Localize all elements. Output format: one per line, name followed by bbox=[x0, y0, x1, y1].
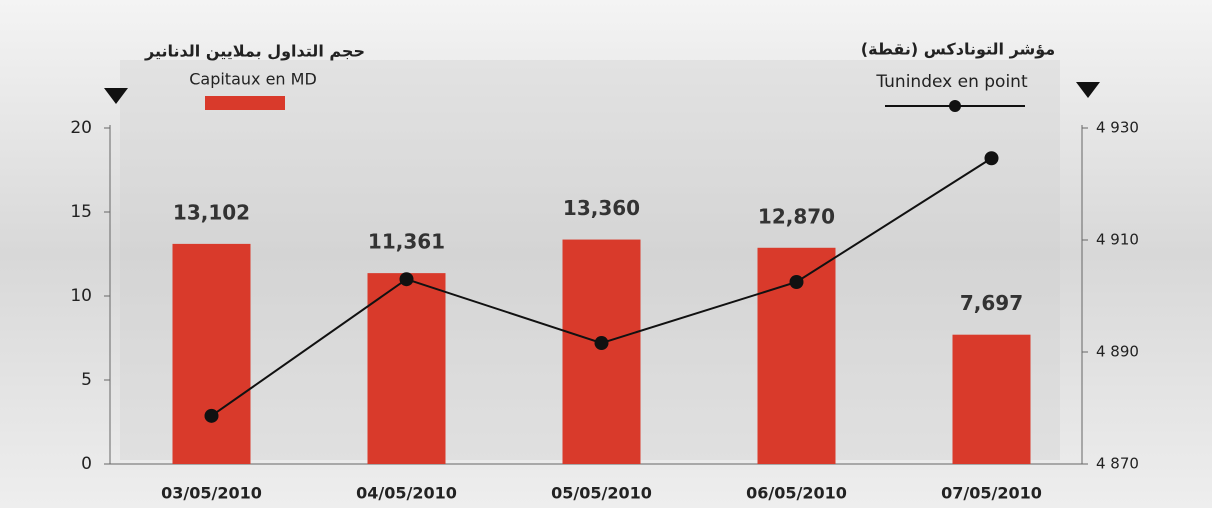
legend-bar-label: Capitaux en MD bbox=[189, 70, 317, 89]
y2-tick-label: 4 910 bbox=[1096, 231, 1139, 249]
line-marker bbox=[400, 272, 414, 286]
line-label-ar: مؤشر التونادكس (نقطة) bbox=[861, 40, 1055, 59]
bar bbox=[953, 335, 1031, 464]
bar-value-label: 13,102 bbox=[173, 200, 250, 224]
y-tick-label: 5 bbox=[81, 370, 92, 390]
y-tick-label: 0 bbox=[81, 454, 92, 474]
bar-value-label: 12,870 bbox=[758, 204, 835, 228]
x-tick-label: 04/05/2010 bbox=[356, 484, 457, 503]
chart: حجم التداول بملايين الدنانير Capitaux en… bbox=[0, 0, 1212, 508]
line-marker bbox=[595, 336, 609, 350]
bar-label-ar: حجم التداول بملايين الدنانير bbox=[144, 42, 365, 61]
y-tick-label: 20 bbox=[70, 118, 92, 138]
y-tick-label: 10 bbox=[70, 286, 92, 306]
legend-line-marker bbox=[949, 100, 961, 112]
bar bbox=[563, 240, 641, 464]
x-tick-label: 06/05/2010 bbox=[746, 484, 847, 503]
line-marker bbox=[985, 151, 999, 165]
line-marker bbox=[205, 409, 219, 423]
x-tick-label: 03/05/2010 bbox=[161, 484, 262, 503]
y2-tick-label: 4 930 bbox=[1096, 119, 1139, 137]
bar-value-label: 13,360 bbox=[563, 196, 640, 220]
x-tick-label: 05/05/2010 bbox=[551, 484, 652, 503]
legend-line-label: Tunindex en point bbox=[875, 72, 1028, 92]
legend-bar-swatch bbox=[205, 96, 285, 110]
y2-tick-label: 4 870 bbox=[1096, 455, 1139, 473]
y-tick-label: 15 bbox=[70, 202, 92, 222]
x-tick-label: 07/05/2010 bbox=[941, 484, 1042, 503]
bar bbox=[368, 273, 446, 464]
y2-tick-label: 4 890 bbox=[1096, 343, 1139, 361]
line-marker bbox=[790, 275, 804, 289]
bar-value-label: 11,361 bbox=[368, 230, 445, 254]
bar-value-label: 7,697 bbox=[960, 291, 1023, 315]
bar bbox=[173, 244, 251, 464]
